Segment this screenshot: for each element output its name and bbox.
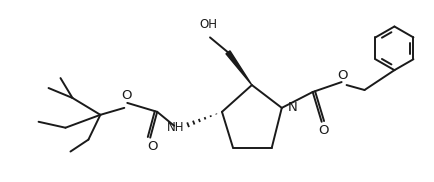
Text: N: N — [288, 101, 298, 114]
Polygon shape — [226, 51, 252, 85]
Text: O: O — [121, 90, 132, 102]
Text: O: O — [147, 140, 158, 153]
Text: O: O — [319, 124, 329, 137]
Text: OH: OH — [199, 18, 217, 31]
Text: O: O — [337, 69, 348, 82]
Text: NH: NH — [167, 121, 184, 134]
